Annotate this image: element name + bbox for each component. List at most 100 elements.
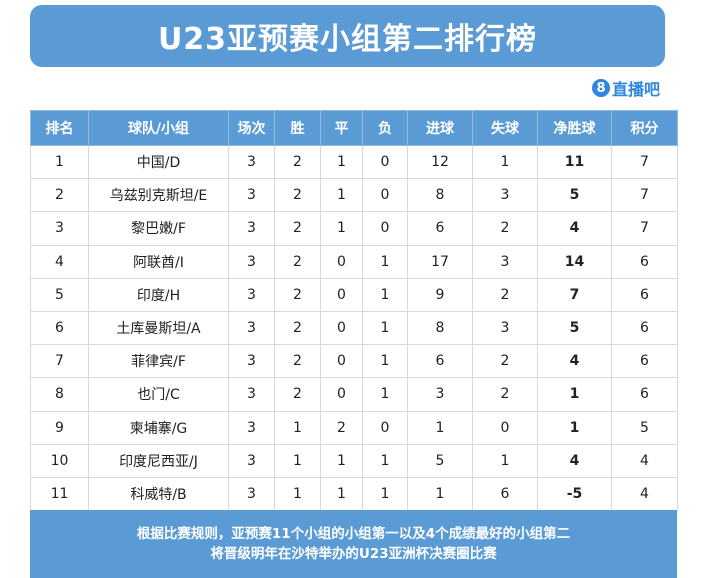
table-cell: 5 (407, 443, 473, 478)
table-cell: 6 (611, 310, 678, 346)
table-cell: 印度尼西亚/J (88, 443, 229, 478)
table-cell: 6 (611, 377, 678, 412)
table-cell: 9 (30, 410, 89, 445)
table-cell: 12 (407, 144, 473, 180)
table-cell: 6 (611, 344, 678, 379)
table-row: 4 阿联酋/I 3 2 0 1 17 3 14 6 (30, 244, 678, 279)
table-cell: 0 (472, 410, 538, 445)
table-header-row: 排名 球队/小组 场次胜平负进球 失球 净胜球 积分 (30, 110, 678, 146)
table-cell: 3 (228, 443, 275, 478)
table-cell: 2 (320, 410, 363, 445)
table-cell: 8 (407, 178, 473, 213)
table-cell: 柬埔寨/G (88, 410, 229, 445)
table-cell: 3 (228, 211, 275, 246)
table-cell: 也门/C (88, 377, 229, 412)
table-cell: 3 (228, 244, 275, 279)
table-cell: 菲律宾/F (88, 344, 229, 379)
table-cell: 4 (611, 476, 678, 512)
table-cell: 3 (472, 244, 538, 279)
table-cell: 1 (30, 144, 89, 180)
table-cell: 6 (30, 310, 89, 346)
footer-note: 根据比赛规则，亚预赛11个小组的小组第一以及4个成绩最好的小组第二 将晋级明年在… (30, 510, 677, 578)
table-cell: 1 (320, 443, 363, 478)
table-cell: 2 (472, 211, 538, 246)
table-row: 10 印度尼西亚/J 3 1 1 1 5 1 4 4 (30, 443, 678, 478)
table-cell: 3 (228, 344, 275, 379)
table-cell: 1 (274, 476, 321, 512)
table-row: 7 菲律宾/F 3 2 0 1 6 2 4 6 (30, 344, 678, 379)
table-cell: 乌兹别克斯坦/E (88, 178, 229, 213)
column-header: 进球 (407, 110, 473, 146)
footer-line-1: 根据比赛规则，亚预赛11个小组的小组第一以及4个成绩最好的小组第二 (136, 526, 571, 542)
table-cell: 3 (228, 377, 275, 412)
table-cell: 7 (611, 211, 678, 246)
table-row: 6 土库曼斯坦/A 3 2 0 1 8 3 5 6 (30, 310, 678, 346)
table-cell: 0 (362, 410, 408, 445)
table-cell: 1 (362, 310, 408, 346)
table-cell: 2 (274, 178, 321, 213)
table-cell: 2 (472, 344, 538, 379)
table-cell: 11 (537, 144, 612, 180)
table-cell: 17 (407, 244, 473, 279)
table-cell: 3 (30, 211, 89, 246)
table-cell: 2 (274, 310, 321, 346)
table-cell: 6 (611, 244, 678, 279)
table-cell: 5 (611, 410, 678, 445)
footer-line-2: 将晋级明年在沙特举办的U23亚洲杯决赛圈比赛 (210, 546, 497, 562)
table-cell: 6 (407, 344, 473, 379)
table-cell: 5 (30, 277, 89, 312)
table-cell: 5 (537, 178, 612, 213)
table-cell: 1 (362, 377, 408, 412)
table-cell: 0 (362, 144, 408, 180)
table-cell: 4 (537, 443, 612, 478)
table-cell: 阿联酋/I (88, 244, 229, 279)
table-cell: 中国/D (88, 144, 229, 180)
table-cell: 1 (362, 277, 408, 312)
table-cell: -5 (537, 476, 612, 512)
standings-table: 排名 球队/小组 场次胜平负进球 失球 净胜球 积分 1 中国/D 3 2 1 0 12 1 11 7 2 乌兹… (30, 110, 678, 512)
table-cell: 6 (407, 211, 473, 246)
table-row: 8 也门/C 3 2 0 1 3 2 1 6 (30, 377, 678, 412)
table-cell: 3 (228, 178, 275, 213)
table-cell: 2 (274, 244, 321, 279)
column-header: 负 (362, 110, 408, 146)
table-cell: 4 (30, 244, 89, 279)
table-cell: 2 (472, 277, 538, 312)
table-cell: 11 (30, 476, 89, 512)
table-cell: 1 (320, 144, 363, 180)
column-header: 胜 (274, 110, 321, 146)
table-cell: 1 (537, 410, 612, 445)
table-cell: 2 (274, 211, 321, 246)
table-cell: 2 (274, 144, 321, 180)
column-header: 积分 (611, 110, 678, 146)
table-cell: 1 (362, 244, 408, 279)
table-cell: 8 (407, 310, 473, 346)
table-cell: 7 (611, 144, 678, 180)
table-cell: 1 (362, 344, 408, 379)
table-cell: 3 (472, 310, 538, 346)
table-cell: 3 (472, 178, 538, 213)
logo-text: 直播吧 (612, 80, 661, 99)
table-cell: 0 (320, 277, 363, 312)
table-cell: 1 (320, 476, 363, 512)
table-cell: 1 (362, 443, 408, 478)
table-cell: 1 (320, 178, 363, 213)
table-cell: 1 (407, 410, 473, 445)
table-cell: 6 (611, 277, 678, 312)
table-cell: 1 (472, 443, 538, 478)
table-cell: 1 (537, 377, 612, 412)
column-header: 排名 (30, 110, 89, 146)
table-cell: 印度/H (88, 277, 229, 312)
table-cell: 7 (30, 344, 89, 379)
table-cell: 3 (228, 144, 275, 180)
table-cell: 3 (407, 377, 473, 412)
table-cell: 土库曼斯坦/A (88, 310, 229, 346)
table-cell: 0 (362, 178, 408, 213)
table-cell: 6 (472, 476, 538, 512)
table-row: 9 柬埔寨/G 3 1 2 0 1 0 1 5 (30, 410, 678, 445)
table-cell: 1 (362, 476, 408, 512)
page-title: U23亚预赛小组第二排行榜 (30, 5, 665, 67)
logo-eight-icon: 8 (592, 79, 610, 97)
table-cell: 2 (30, 178, 89, 213)
table-cell: 4 (611, 443, 678, 478)
